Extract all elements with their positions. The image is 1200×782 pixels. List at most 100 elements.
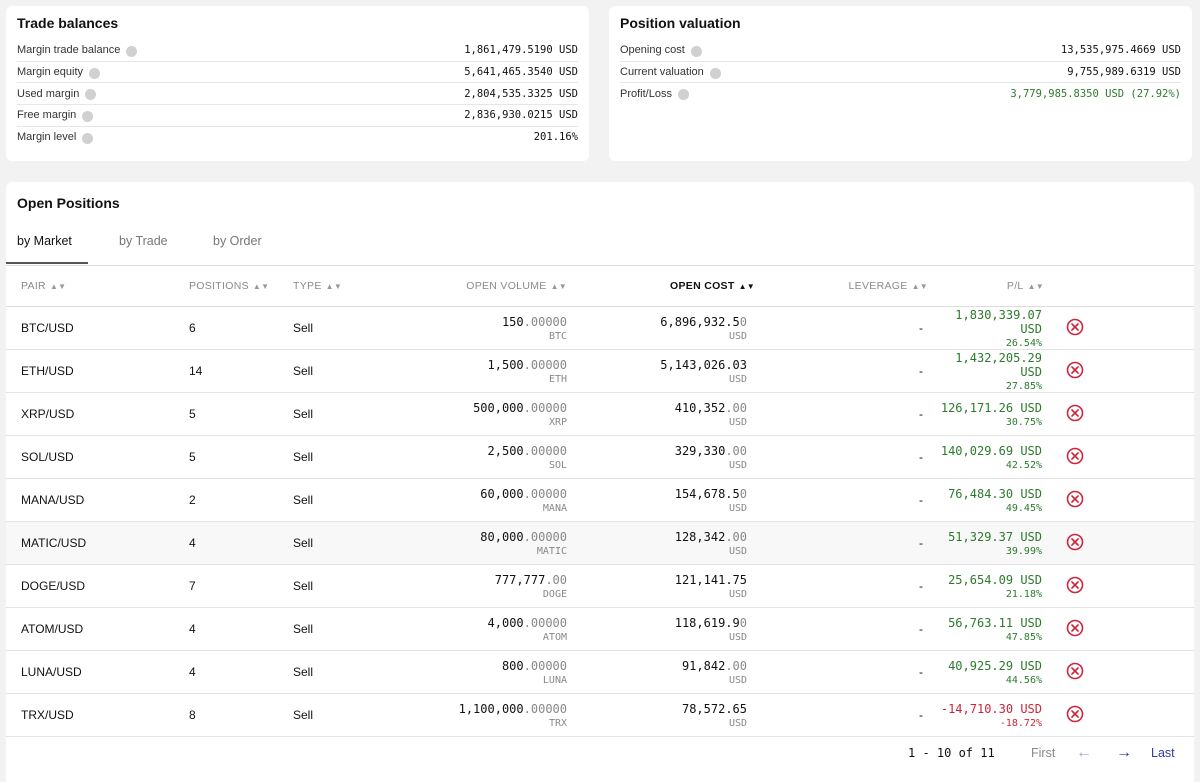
- tab-by-trade[interactable]: by Trade: [119, 234, 168, 248]
- cell-pl: 1,432,205.29 USD 27.85%: [938, 349, 1124, 393]
- info-icon[interactable]: [677, 89, 689, 101]
- close-position-icon[interactable]: [1066, 404, 1084, 422]
- info-icon[interactable]: [690, 45, 702, 57]
- info-icon[interactable]: [89, 67, 101, 79]
- pagination-last[interactable]: Last: [1151, 746, 1175, 760]
- sort-desc-icon: ▲▼: [738, 281, 755, 291]
- close-position-icon[interactable]: [1066, 318, 1084, 336]
- cell-positions: 5: [176, 392, 293, 436]
- info-icon[interactable]: [82, 132, 94, 144]
- cell-type: Sell: [293, 693, 393, 737]
- close-position-icon[interactable]: [1066, 361, 1084, 379]
- table-row[interactable]: BTC/USD 6 Sell 150.00000 BTC 6,896,932.50 USD -…: [6, 306, 1194, 350]
- table-row[interactable]: SOL/USD 5 Sell 2,500.00000 SOL 329,330.00 USD -…: [6, 435, 1194, 479]
- cell-pl: 25,654.09 USD 21.18%: [938, 564, 1124, 608]
- table-row[interactable]: ETH/USD 14 Sell 1,500.00000 ETH 5,143,026.03 U…: [6, 349, 1194, 393]
- kv-value: 5,641,465.3540 USD: [464, 66, 578, 79]
- cell-pl: -14,710.30 USD -18.72%: [938, 693, 1124, 737]
- cell-pair: BTC/USD: [6, 306, 176, 350]
- col-header-actions: [1124, 265, 1194, 307]
- table-row[interactable]: DOGE/USD 7 Sell 777,777.00 DOGE 121,141.75 USD…: [6, 564, 1194, 608]
- close-position-icon[interactable]: [1066, 619, 1084, 637]
- cell-type: Sell: [293, 650, 393, 694]
- col-header-leverage[interactable]: LEVERAGE ▲▼: [758, 265, 938, 307]
- table-row[interactable]: ATOM/USD 4 Sell 4,000.00000 ATOM 118,619.90 US…: [6, 607, 1194, 651]
- cell-leverage: -: [758, 650, 938, 694]
- tab-by-market[interactable]: by Market: [17, 234, 72, 248]
- kv-label: Free margin: [17, 109, 94, 122]
- table-row[interactable]: XRP/USD 5 Sell 500,000.00000 XRP 410,352.00 US…: [6, 392, 1194, 436]
- cell-pair: LUNA/USD: [6, 650, 176, 694]
- cell-pair: TRX/USD: [6, 693, 176, 737]
- kv-row: Used margin 2,804,535.3325 USD: [17, 83, 578, 106]
- cell-type: Sell: [293, 521, 393, 565]
- table-row[interactable]: TRX/USD 8 Sell 1,100,000.00000 TRX 78,572.65 U…: [6, 693, 1194, 737]
- kv-value: 9,755,989.6319 USD: [1067, 66, 1181, 79]
- close-position-icon[interactable]: [1066, 447, 1084, 465]
- positions-body: BTC/USD 6 Sell 150.00000 BTC 6,896,932.50 USD -…: [6, 306, 1194, 737]
- pagination-prev-arrow-icon[interactable]: ←: [1076, 744, 1092, 761]
- close-position-icon[interactable]: [1066, 662, 1084, 680]
- table-row[interactable]: MANA/USD 2 Sell 60,000.00000 MANA 154,678.50 U…: [6, 478, 1194, 522]
- kv-label: Used margin: [17, 88, 97, 101]
- kv-label: Margin trade balance: [17, 44, 138, 57]
- cell-open-cost: 121,141.75 USD: [576, 564, 758, 608]
- cell-open-volume: 1,100,000.00000 TRX: [393, 693, 576, 737]
- table-row[interactable]: MATIC/USD 4 Sell 80,000.00000 MATIC 128,342.0…: [6, 521, 1194, 565]
- trade-balances-title: Trade balances: [17, 15, 119, 31]
- close-position-icon[interactable]: [1066, 576, 1084, 594]
- info-icon[interactable]: [85, 89, 97, 101]
- cell-open-cost: 5,143,026.03 USD: [576, 349, 758, 393]
- cell-open-volume: 60,000.00000 MANA: [393, 478, 576, 522]
- cell-positions: 8: [176, 693, 293, 737]
- kv-label: Margin equity: [17, 66, 101, 79]
- cell-type: Sell: [293, 478, 393, 522]
- table-header-row: PAIR ▲▼ POSITIONS ▲▼ TYPE ▲▼ OPEN VOLUME ▲▼ …: [6, 265, 1194, 307]
- col-header-type[interactable]: TYPE ▲▼: [293, 265, 393, 307]
- cell-type: Sell: [293, 306, 393, 350]
- cell-leverage: -: [758, 392, 938, 436]
- cell-open-cost: 154,678.50 USD: [576, 478, 758, 522]
- close-position-icon[interactable]: [1066, 533, 1084, 551]
- cell-open-cost: 128,342.00 USD: [576, 521, 758, 565]
- info-icon[interactable]: [709, 67, 721, 79]
- close-position-icon[interactable]: [1066, 490, 1084, 508]
- col-header-open-volume[interactable]: OPEN VOLUME ▲▼: [393, 265, 576, 307]
- kv-row: Current valuation 9,755,989.6319 USD: [620, 62, 1181, 84]
- cell-positions: 6: [176, 306, 293, 350]
- table-row[interactable]: LUNA/USD 4 Sell 800.00000 LUNA 91,842.00 USD -4…: [6, 650, 1194, 694]
- cell-leverage: -: [758, 693, 938, 737]
- cell-pl: 126,171.26 USD 30.75%: [938, 392, 1124, 436]
- cell-leverage: -: [758, 478, 938, 522]
- pagination-next-arrow-icon[interactable]: →: [1116, 744, 1132, 761]
- col-header-pair[interactable]: PAIR ▲▼: [6, 265, 176, 307]
- kv-label: Profit/Loss: [620, 88, 689, 101]
- cell-pl: 51,329.37 USD 39.99%: [938, 521, 1124, 565]
- cell-actions: [1066, 435, 1194, 479]
- kv-value: 13,535,975.4669 USD: [1060, 44, 1181, 57]
- col-header-pl[interactable]: P/L ▲▼: [938, 265, 1124, 307]
- pagination-range: 1 - 10 of 11: [908, 746, 995, 760]
- info-icon[interactable]: [126, 45, 138, 57]
- sort-icon: ▲▼: [325, 281, 343, 291]
- kv-value: 2,804,535.3325 USD: [464, 87, 578, 100]
- kv-row: Margin level 201.16%: [17, 127, 578, 148]
- col-header-positions[interactable]: POSITIONS ▲▼: [176, 265, 293, 307]
- cell-actions: [1066, 349, 1194, 393]
- cell-open-cost: 329,330.00 USD: [576, 435, 758, 479]
- col-header-open-cost[interactable]: OPEN COST ▲▼: [576, 265, 758, 307]
- cell-actions: [1066, 306, 1194, 350]
- open-positions-card: Open Positions by Market by Trade by Ord…: [6, 182, 1194, 782]
- tab-by-order[interactable]: by Order: [213, 234, 262, 248]
- cell-pair: DOGE/USD: [6, 564, 176, 608]
- sort-icon: ▲▼: [550, 281, 567, 291]
- close-position-icon[interactable]: [1066, 705, 1084, 723]
- sort-icon: ▲▼: [911, 281, 928, 291]
- kv-value: 3,779,985.8350 USD (27.92%): [1010, 87, 1181, 100]
- cell-leverage: -: [758, 306, 938, 350]
- cell-type: Sell: [293, 564, 393, 608]
- kv-row: Profit/Loss 3,779,985.8350 USD (27.92%): [620, 83, 1181, 104]
- info-icon[interactable]: [82, 110, 94, 122]
- active-tab-indicator: [6, 262, 88, 264]
- pagination-first[interactable]: First: [1031, 746, 1056, 760]
